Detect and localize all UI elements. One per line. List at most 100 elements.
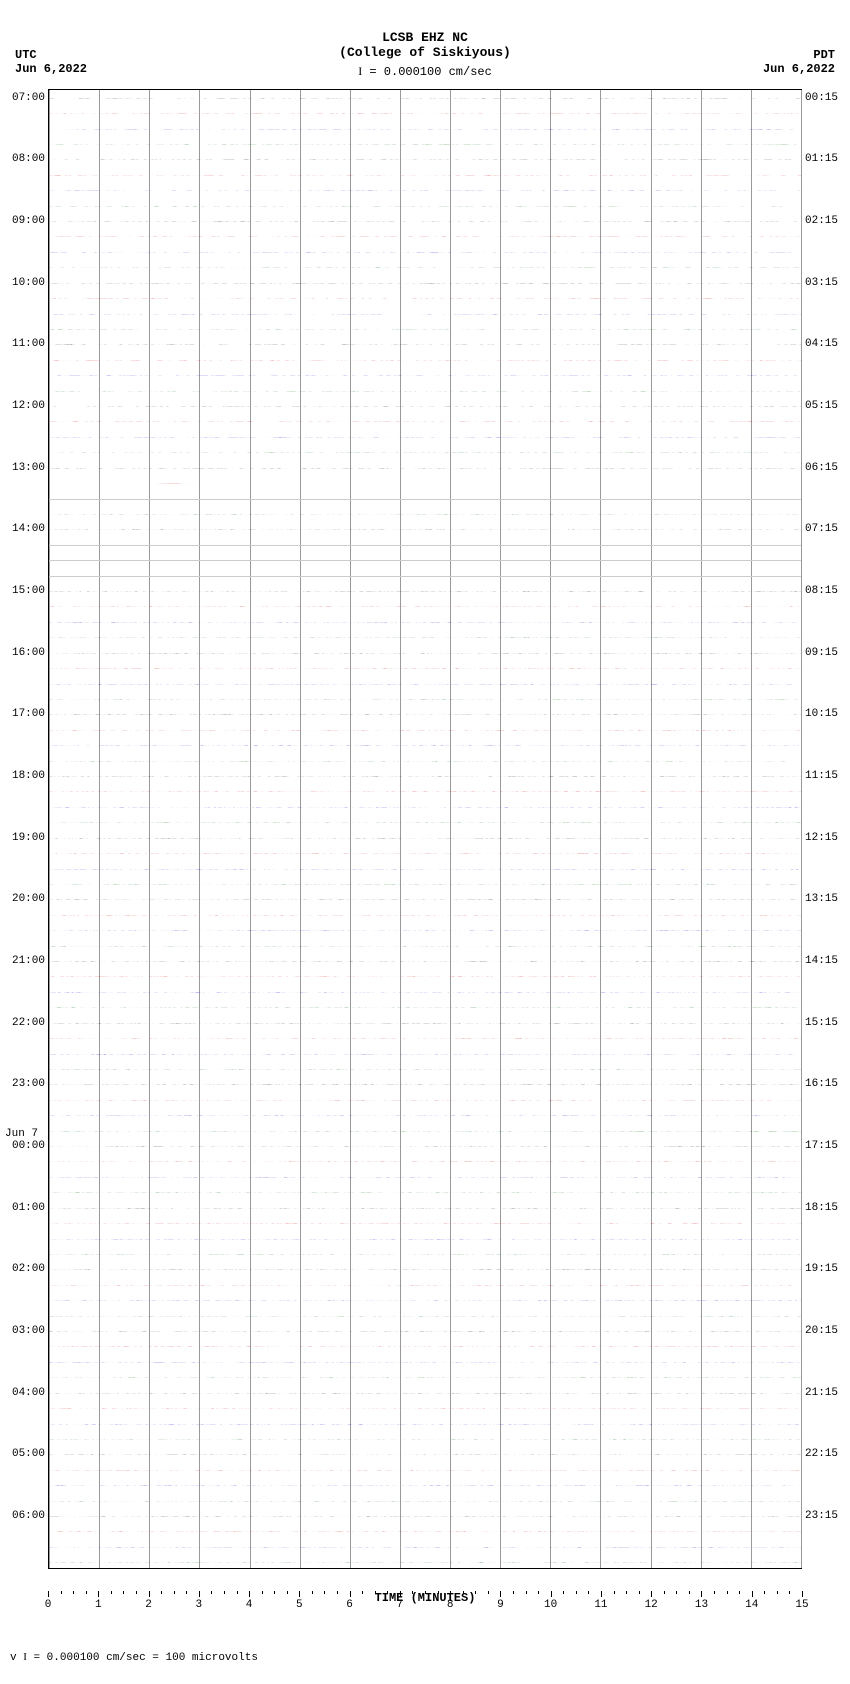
- seismic-trace: [49, 1485, 801, 1486]
- utc-hour-label: 13:00: [5, 462, 45, 474]
- seismic-trace: [49, 159, 801, 160]
- seismic-trace: [49, 129, 801, 130]
- x-tick-label: 1: [95, 1599, 102, 1611]
- seismic-trace: [49, 314, 801, 315]
- seismic-trace: [49, 699, 801, 700]
- seismogram-plot: 07:0000:1508:0001:1509:0002:1510:0003:15…: [48, 89, 802, 1569]
- seismic-trace: [49, 1007, 801, 1008]
- seismic-trace: [49, 98, 801, 99]
- seismic-trace: [49, 1131, 801, 1132]
- x-tick-minor: [274, 1591, 275, 1594]
- seismic-trace: [49, 761, 801, 762]
- seismic-trace: [49, 406, 801, 407]
- seismic-trace: [49, 606, 801, 607]
- seismic-trace: [49, 1531, 801, 1532]
- seismic-trace: [49, 1146, 801, 1147]
- x-tick-minor: [224, 1591, 225, 1594]
- x-tick-label: 2: [145, 1599, 152, 1611]
- seismic-trace: [49, 437, 801, 438]
- x-tick-label: 14: [745, 1599, 758, 1611]
- utc-hour-label: 16:00: [5, 647, 45, 659]
- seismic-trace: [49, 1346, 801, 1347]
- seismic-trace: [49, 668, 801, 669]
- seismic-trace: [49, 745, 801, 746]
- x-tick: [249, 1591, 250, 1597]
- x-tick-minor: [463, 1591, 464, 1594]
- seismic-trace: [49, 1269, 801, 1270]
- x-tick-minor: [136, 1591, 137, 1594]
- x-tick-minor: [689, 1591, 690, 1594]
- seismic-trace: [49, 1408, 801, 1409]
- seismic-trace: [49, 1115, 801, 1116]
- x-tick: [450, 1591, 451, 1597]
- x-tick: [400, 1591, 401, 1597]
- x-tick: [149, 1591, 150, 1597]
- x-tick-minor: [727, 1591, 728, 1594]
- x-tick: [98, 1591, 99, 1597]
- x-tick-minor: [312, 1591, 313, 1594]
- x-axis: TIME (MINUTES) 0123456789101112131415: [48, 1591, 802, 1631]
- pdt-hour-label: 00:15: [805, 92, 845, 104]
- pdt-hour-label: 19:15: [805, 1263, 845, 1275]
- seismic-trace: [49, 714, 801, 715]
- pdt-hour-label: 02:15: [805, 215, 845, 227]
- x-tick-minor: [387, 1591, 388, 1594]
- utc-hour-label: 15:00: [5, 585, 45, 597]
- pdt-hour-label: 09:15: [805, 647, 845, 659]
- seismic-trace: [49, 869, 801, 870]
- seismic-trace: [49, 1516, 801, 1517]
- x-tick: [802, 1591, 803, 1597]
- scale-label: I = 0.000100 cm/sec: [0, 64, 850, 79]
- seismic-trace: [49, 452, 801, 453]
- utc-hour-label: 02:00: [5, 1263, 45, 1275]
- seismic-trace: [49, 946, 801, 947]
- pdt-hour-label: 06:15: [805, 462, 845, 474]
- seismic-trace: [49, 375, 801, 376]
- seismic-trace: [49, 730, 801, 731]
- seismic-trace: [49, 1454, 801, 1455]
- utc-hour-label: 19:00: [5, 832, 45, 844]
- date-label: Jun 7: [5, 1128, 45, 1140]
- x-tick-label: 9: [497, 1599, 504, 1611]
- seismic-trace: [49, 1470, 801, 1471]
- seismic-trace: [49, 1223, 801, 1224]
- x-tick-minor: [425, 1591, 426, 1594]
- x-tick-minor: [614, 1591, 615, 1594]
- pdt-hour-label: 18:15: [805, 1202, 845, 1214]
- x-tick: [299, 1591, 300, 1597]
- utc-hour-label: 12:00: [5, 400, 45, 412]
- seismic-trace: [49, 1501, 801, 1502]
- utc-hour-label: 21:00: [5, 955, 45, 967]
- utc-hour-label: 08:00: [5, 153, 45, 165]
- pdt-hour-label: 10:15: [805, 708, 845, 720]
- seismic-trace: [49, 1547, 801, 1548]
- seismic-trace: [49, 529, 801, 530]
- x-tick-minor: [526, 1591, 527, 1594]
- x-tick: [500, 1591, 501, 1597]
- utc-hour-label: 07:00: [5, 92, 45, 104]
- x-tick-minor: [161, 1591, 162, 1594]
- x-tick-minor: [86, 1591, 87, 1594]
- x-tick-minor: [111, 1591, 112, 1594]
- x-tick-label: 8: [447, 1599, 454, 1611]
- seismic-trace: [49, 1023, 801, 1024]
- utc-hour-label: 09:00: [5, 215, 45, 227]
- x-tick-label: 3: [195, 1599, 202, 1611]
- pdt-hour-label: 01:15: [805, 153, 845, 165]
- x-tick-minor: [488, 1591, 489, 1594]
- seismic-trace: [49, 1239, 801, 1240]
- x-tick-minor: [777, 1591, 778, 1594]
- utc-hour-label: 00:00: [5, 1140, 45, 1152]
- x-tick: [701, 1591, 702, 1597]
- seismic-trace: [49, 653, 801, 654]
- x-tick: [199, 1591, 200, 1597]
- seismic-trace: [49, 144, 801, 145]
- seismic-trace: [49, 391, 801, 392]
- x-tick-minor: [764, 1591, 765, 1594]
- utc-hour-label: 04:00: [5, 1387, 45, 1399]
- x-tick-label: 6: [346, 1599, 353, 1611]
- pdt-hour-label: 07:15: [805, 523, 845, 535]
- x-tick-minor: [664, 1591, 665, 1594]
- utc-hour-label: 17:00: [5, 708, 45, 720]
- x-tick-label: 7: [397, 1599, 404, 1611]
